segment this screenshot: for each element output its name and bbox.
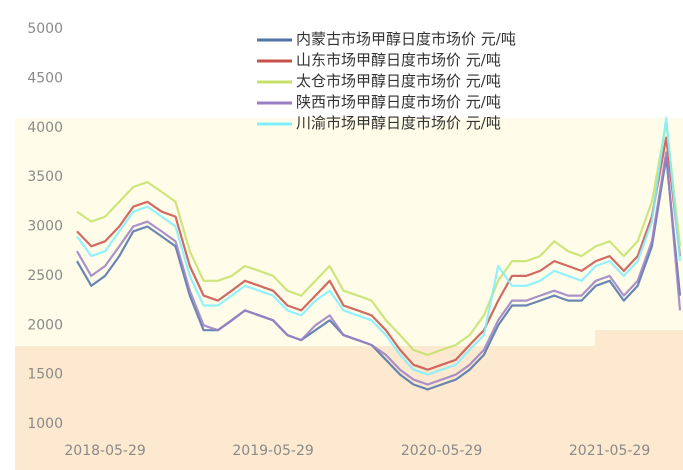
legend-label: 川渝市场甲醇日度市场价 元/吨 <box>296 114 501 132</box>
series-line <box>76 121 682 356</box>
legend-label: 太仓市场甲醇日度市场价 元/吨 <box>296 72 501 90</box>
series-line <box>76 116 682 376</box>
legend-label: 陕西市场甲醇日度市场价 元/吨 <box>296 93 501 111</box>
overlay <box>595 330 683 470</box>
x-tick-label: 2021-05-29 <box>569 443 650 459</box>
x-tick-label: 2020-05-29 <box>401 443 482 459</box>
series-line <box>76 156 682 391</box>
y-tick-label: 3500 <box>27 169 63 185</box>
y-tick-label: 2000 <box>27 317 63 333</box>
y-tick-label: 3000 <box>27 219 63 235</box>
y-tick-label: 1500 <box>27 367 63 383</box>
series-line <box>76 136 682 371</box>
x-tick-label: 2018-05-29 <box>64 443 145 459</box>
legend-label: 内蒙古市场甲醇日度市场价 元/吨 <box>296 30 516 48</box>
y-tick-label: 4000 <box>27 120 63 136</box>
y-tick-label: 2500 <box>27 268 63 284</box>
y-tick-label: 5000 <box>27 21 63 37</box>
series-line <box>76 151 682 386</box>
overlay <box>15 346 595 470</box>
x-tick-label: 2019-05-29 <box>232 443 313 459</box>
y-tick-label: 1000 <box>27 416 63 432</box>
legend-label: 山东市场甲醇日度市场价 元/吨 <box>296 51 501 69</box>
y-tick-label: 4500 <box>27 70 63 86</box>
